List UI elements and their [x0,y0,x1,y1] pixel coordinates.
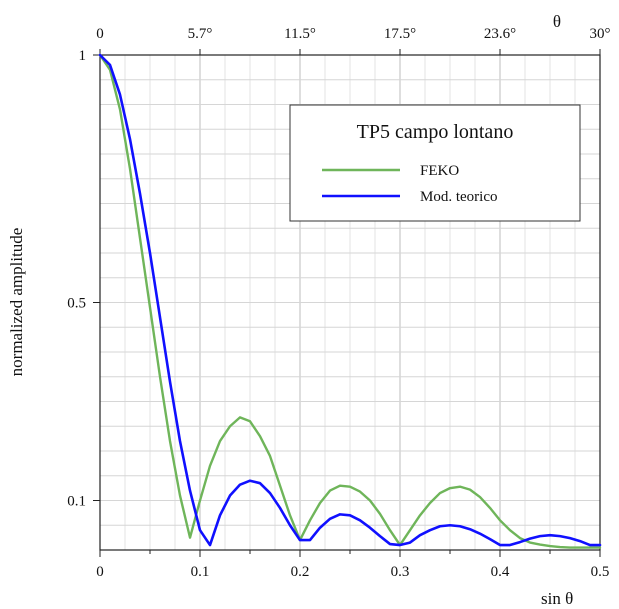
top-tick-label: 11.5° [284,26,316,42]
y-tick-label: 0.1 [67,494,86,510]
x-tick-label: 0.2 [291,564,310,580]
legend-label-mod-teorico: Mod. teorico [420,189,497,205]
x-tick-label: 0.5 [591,564,610,580]
y-axis-title: normalized amplitude [7,228,26,377]
x-tick-label: 0.3 [391,564,410,580]
x-tick-label: 0 [96,564,104,580]
legend-title: TP5 campo lontano [357,121,514,143]
legend-label-feko: FEKO [420,163,459,179]
top-tick-label: 23.6° [484,26,516,42]
y-tick-label: 0.5 [67,296,86,312]
x-tick-label: 0.4 [491,564,510,580]
series-line-feko [98,53,602,549]
top-tick-label: 0 [96,26,104,42]
legend-box [289,104,581,222]
series-lines [98,53,602,549]
top-tick-label: 30° [590,26,611,42]
x-axis-title: sin θ [541,589,573,608]
legend: TP5 campo lontano FEKO Mod. teorico [289,104,581,222]
top-axis-title: θ [553,12,561,31]
series-line-mod-teorico [98,53,602,547]
top-tick-label: 17.5° [384,26,416,42]
x-tick-label: 0.1 [191,564,210,580]
tick-labels: 0 0.1 0.2 0.3 0.4 0.5 0 5.7° 11.5° 17.5° 23.6° 30° 1… [67,26,610,580]
y-tick-label: 1 [79,48,87,64]
top-tick-label: 5.7° [188,26,213,42]
